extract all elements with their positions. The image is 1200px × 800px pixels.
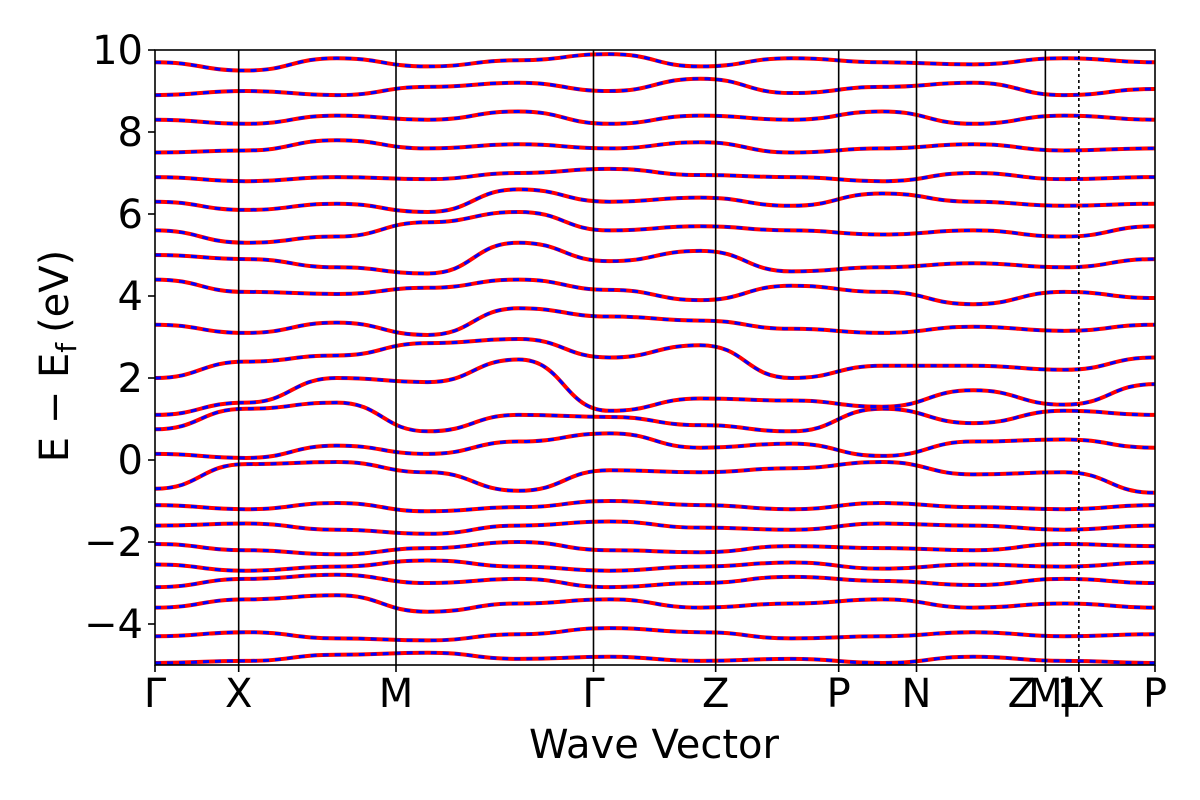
band-5-spin-down-line: [155, 540, 1155, 556]
y-axis-title: E − Ef (eV): [32, 250, 83, 463]
band-2-spin-up-line: [155, 593, 1155, 614]
x-tick-label-3: Γ: [582, 671, 605, 717]
x-axis: Γ X M Γ Z P N ZM1| X P: [144, 665, 1167, 717]
plot-frame: [154, 49, 1156, 666]
y-axis: −4 −2 0 2 4 6 8 10: [84, 28, 155, 648]
x-tick-label-0: Γ: [144, 671, 167, 717]
band-10-spin-down-line: [155, 401, 1155, 433]
bands-layer: [155, 52, 1155, 665]
band-3-spin-up-line: [155, 572, 1155, 590]
y-axis-title-unit: (eV): [32, 250, 78, 333]
band-11-spin-down-line: [155, 358, 1155, 417]
band-1-spin-down-line: [155, 626, 1155, 642]
x-tick-label-2: M: [379, 671, 414, 717]
band-10-spin-up-line: [155, 400, 1155, 434]
x-tick-label-6: N: [902, 671, 932, 717]
x-tick-label-7: Z: [1008, 671, 1035, 717]
y-axis-title-subscript: f: [50, 342, 83, 353]
x-axis-title: Wave Vector: [529, 722, 780, 768]
x-tick-label-10: |: [1060, 671, 1073, 717]
band-3-spin-down-line: [155, 573, 1155, 589]
x-tick-label-9: 1: [1057, 671, 1082, 717]
band-8-spin-up-line: [155, 460, 1155, 495]
y-tick-label-3: 2: [118, 356, 143, 402]
band-9-spin-down-line: [155, 431, 1155, 460]
band-14-spin-down-line: [155, 278, 1155, 306]
x-tick-label-11: X: [1077, 671, 1104, 717]
band-9-spin-up-line: [155, 431, 1155, 460]
x-tick-label-12: P: [1143, 671, 1167, 717]
svg-text:E − Ef(eV): E − Ef (eV): [32, 250, 83, 463]
band-13-spin-up-line: [155, 306, 1155, 337]
y-tick-label-7: 10: [92, 28, 143, 74]
band-12-spin-up-line: [155, 337, 1155, 381]
band-5-spin-up-line: [155, 539, 1155, 557]
band-0-spin-down-line: [155, 651, 1155, 665]
y-tick-label-4: 4: [118, 274, 143, 320]
y-tick-label-0: −4: [84, 602, 143, 648]
band-15-spin-down-line: [155, 241, 1155, 275]
y-tick-label-1: −2: [84, 520, 143, 566]
band-2-spin-down-line: [155, 593, 1155, 614]
band-17-spin-down-line: [155, 187, 1155, 214]
x-tick-label-8: M: [1028, 671, 1063, 717]
band-13-spin-down-line: [155, 306, 1155, 337]
band-20-spin-down-line: [155, 109, 1155, 126]
y-axis-title-main: E − E: [32, 353, 78, 463]
y-tick-label-5: 6: [118, 192, 143, 238]
band-16-spin-down-line: [155, 210, 1155, 245]
y-tick-label-6: 8: [118, 110, 143, 156]
band-6-spin-up-line: [155, 519, 1155, 536]
band-8-spin-down-line: [155, 460, 1155, 495]
band-22-spin-down-line: [155, 52, 1155, 73]
band-6-spin-down-line: [155, 519, 1155, 536]
band-18-spin-down-line: [155, 167, 1155, 183]
x-tick-label-1: X: [225, 671, 252, 717]
x-tick-label-5: P: [827, 671, 851, 717]
y-tick-label-2: 0: [118, 438, 143, 484]
band-12-spin-down-line: [155, 337, 1155, 380]
band-7-spin-down-line: [155, 499, 1155, 513]
band-21-spin-down-line: [155, 77, 1155, 97]
x-tick-label-4: Z: [702, 671, 729, 717]
band-7-spin-up-line: [155, 498, 1155, 514]
kpath-separator-lines: [237, 50, 1080, 665]
band-0-spin-up-line: [155, 650, 1155, 665]
band-18-spin-up-line: [155, 166, 1155, 184]
band-1-spin-up-line: [155, 626, 1155, 643]
band-4-spin-down-line: [155, 558, 1155, 573]
band-19-spin-down-line: [155, 138, 1155, 155]
band-4-spin-up-line: [155, 558, 1155, 573]
band-15-spin-up-line: [155, 240, 1155, 276]
